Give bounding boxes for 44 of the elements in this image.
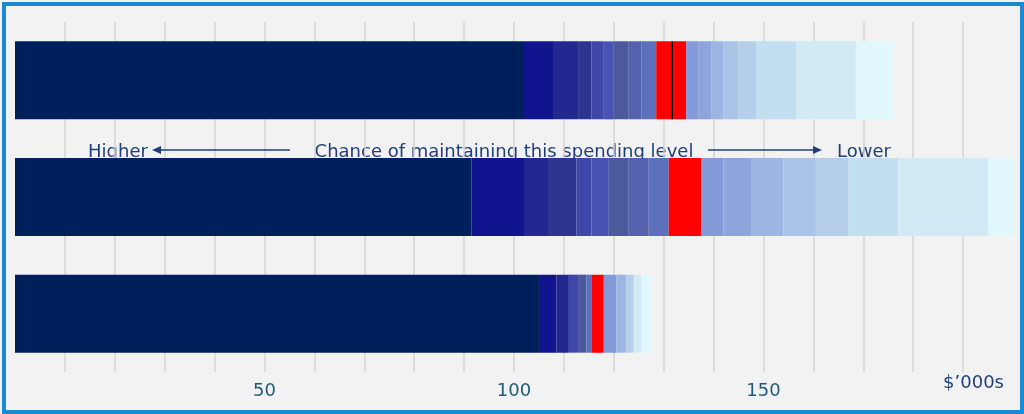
bar — [603, 274, 617, 353]
bar — [898, 158, 989, 236]
bar — [656, 41, 672, 120]
bar — [548, 158, 577, 236]
bar — [795, 41, 856, 120]
bar — [641, 41, 657, 120]
bar — [668, 158, 702, 236]
bar — [848, 158, 899, 236]
bar — [671, 41, 674, 120]
x-tick-label: 50 — [253, 378, 276, 400]
bar — [628, 41, 642, 120]
bar — [556, 274, 569, 353]
bar — [633, 274, 642, 353]
bar — [15, 274, 539, 353]
bar — [641, 274, 652, 353]
bar — [471, 158, 524, 236]
annotation: Higher — [88, 139, 149, 161]
bar — [568, 274, 579, 353]
bar — [673, 41, 687, 120]
bar — [855, 41, 894, 120]
bar — [628, 158, 649, 236]
bar — [578, 274, 587, 353]
bar — [751, 158, 784, 236]
x-axis-title: $’000s — [943, 370, 1005, 392]
bar — [523, 41, 554, 120]
bar — [988, 158, 1013, 236]
bar — [616, 274, 627, 353]
bar — [591, 274, 604, 353]
bar — [586, 274, 592, 353]
bar — [578, 41, 592, 120]
bar — [608, 158, 629, 236]
x-tick-label: 150 — [746, 378, 781, 400]
bar — [711, 41, 724, 120]
bar — [15, 158, 472, 236]
bar — [648, 158, 669, 236]
bar — [553, 41, 579, 120]
bar — [626, 274, 634, 353]
bar — [523, 158, 549, 236]
bar — [756, 41, 796, 120]
bar — [613, 41, 629, 120]
bar — [15, 41, 524, 120]
x-tick-label: 100 — [496, 378, 532, 400]
annotation: Lower — [837, 139, 892, 161]
bar — [538, 274, 557, 353]
